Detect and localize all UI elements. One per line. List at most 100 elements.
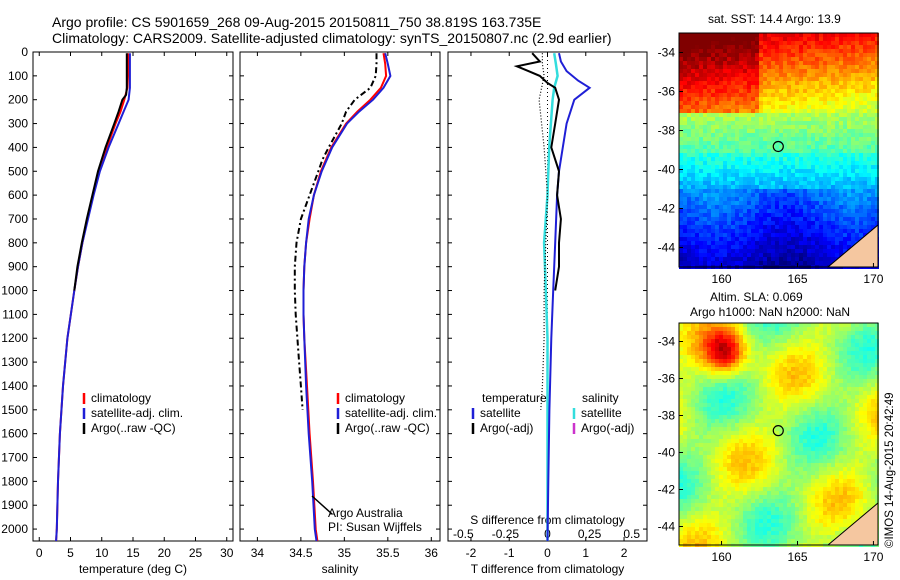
- sst-map-cell: [775, 105, 779, 109]
- sst-map-cell: [819, 225, 823, 229]
- sla-map-cell: [743, 371, 747, 375]
- sla-map-cell: [719, 387, 723, 391]
- sst-map-cell: [791, 81, 795, 85]
- sla-map-cell: [811, 395, 815, 399]
- sst-map-cell: [679, 229, 683, 233]
- sst-map-cell: [703, 189, 707, 193]
- sla-map-cell: [803, 363, 807, 367]
- sla-map-cell: [847, 351, 851, 355]
- sst-map-cell: [791, 61, 795, 65]
- sst-map-cell: [679, 145, 683, 149]
- sst-map-cell: [691, 209, 695, 213]
- sla-map-cell: [683, 371, 687, 375]
- sst-map-cell: [803, 229, 807, 233]
- sst-map-cell: [871, 129, 875, 133]
- sst-map-cell: [751, 185, 755, 189]
- sla-map-cell: [751, 463, 755, 467]
- sst-map-cell: [719, 141, 723, 145]
- sst-map-cell: [719, 133, 723, 137]
- sst-map-cell: [711, 141, 715, 145]
- sla-map-cell: [719, 331, 723, 335]
- sst-map-cell: [815, 153, 819, 157]
- sst-map-cell: [727, 53, 731, 57]
- sla-map-cell: [799, 387, 803, 391]
- sst-map-cell: [819, 177, 823, 181]
- sla-map-cell: [867, 343, 871, 347]
- sst-map-cell: [787, 161, 791, 165]
- sst-map-cell: [723, 153, 727, 157]
- sst-map-cell: [719, 241, 723, 245]
- sla-map-cell: [743, 335, 747, 339]
- sst-map-cell: [819, 137, 823, 141]
- sst-map-cell: [763, 137, 767, 141]
- sst-map-cell: [727, 201, 731, 205]
- sla-map-cell: [707, 399, 711, 403]
- sst-map-cell: [679, 201, 683, 205]
- sst-map-cell: [759, 125, 763, 129]
- sst-map-cell: [735, 225, 739, 229]
- sst-map-cell: [871, 177, 875, 181]
- sla-map-cell: [711, 339, 715, 343]
- sla-map-cell: [779, 455, 783, 459]
- sst-map-cell: [699, 149, 703, 153]
- sla-map-cell: [763, 403, 767, 407]
- sla-map-cell: [679, 403, 683, 407]
- sla-map-cell: [799, 399, 803, 403]
- sst-map-cell: [787, 177, 791, 181]
- sst-map-cell: [851, 69, 855, 73]
- sla-map-cell: [803, 399, 807, 403]
- sst-map-cell: [711, 169, 715, 173]
- sla-map-cell: [871, 343, 875, 347]
- sst-map-cell: [775, 237, 779, 241]
- sst-map-cell: [731, 249, 735, 253]
- sst-map-cell: [875, 153, 879, 157]
- sst-map-cell: [779, 257, 783, 261]
- sst-map-cell: [751, 237, 755, 241]
- sst-map-cell: [875, 213, 879, 217]
- sla-map-cell: [819, 423, 823, 427]
- sst-map-cell: [759, 73, 763, 77]
- sst-map-cell: [823, 181, 827, 185]
- sla-map-cell: [707, 367, 711, 371]
- sst-map-cell: [871, 69, 875, 73]
- sst-map-cell: [803, 245, 807, 249]
- sla-map-cell: [775, 387, 779, 391]
- sst-map-cell: [851, 241, 855, 245]
- sst-map-cell: [735, 69, 739, 73]
- sst-map-cell: [847, 201, 851, 205]
- sla-map-cell: [839, 427, 843, 431]
- sla-map-cell: [723, 423, 727, 427]
- sst-map-cell: [831, 217, 835, 221]
- sla-map-cell: [839, 435, 843, 439]
- sla-map-cell: [703, 439, 707, 443]
- sst-map-cell: [763, 101, 767, 105]
- sst-map-cell: [791, 181, 795, 185]
- sla-map-cell: [771, 375, 775, 379]
- sst-map-cell: [843, 61, 847, 65]
- sst-map-cell: [783, 65, 787, 69]
- sst-map-cell: [855, 37, 859, 41]
- sst-map-cell: [747, 209, 751, 213]
- sla-map-cell: [787, 339, 791, 343]
- sst-map-cell: [751, 189, 755, 193]
- sst-map-cell: [831, 229, 835, 233]
- sst-map-cell: [759, 165, 763, 169]
- sla-map-cell: [823, 359, 827, 363]
- sla-map-cell: [735, 459, 739, 463]
- sla-map-cell: [699, 371, 703, 375]
- sla-map-cell: [763, 447, 767, 451]
- sst-map-cell: [803, 257, 807, 261]
- sst-map-cell: [783, 141, 787, 145]
- sst-map-cell: [727, 205, 731, 209]
- sst-map-cell: [719, 117, 723, 121]
- sst-map-cell: [691, 161, 695, 165]
- sst-map-cell: [703, 101, 707, 105]
- temperature-ytick-label: 800: [8, 236, 28, 250]
- sst-map-cell: [863, 105, 867, 109]
- sst-map-cell: [683, 185, 687, 189]
- sst-map-cell: [759, 181, 763, 185]
- sla-map-cell: [867, 419, 871, 423]
- sst-map-cell: [699, 49, 703, 53]
- sst-map-cell: [691, 201, 695, 205]
- sst-map-cell: [787, 37, 791, 41]
